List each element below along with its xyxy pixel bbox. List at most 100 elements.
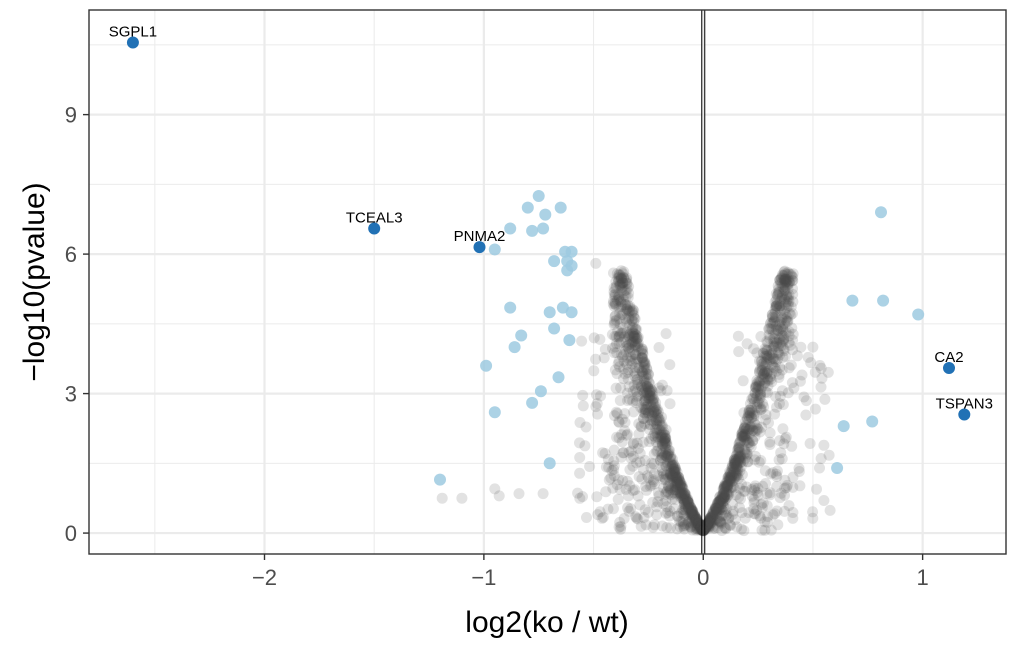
gene-point — [711, 499, 723, 511]
gene-point — [729, 455, 741, 467]
gene-point — [774, 398, 785, 410]
gene-point — [756, 380, 768, 392]
gene-point — [786, 440, 798, 452]
gene-point — [733, 441, 745, 453]
gene-point — [609, 298, 621, 310]
gene-point — [616, 413, 628, 425]
gene-point — [657, 473, 669, 485]
gene-point — [639, 392, 651, 404]
gene-point — [626, 344, 638, 356]
gene-point — [656, 421, 668, 433]
gene-point — [708, 506, 719, 518]
gene-point — [732, 330, 744, 342]
gene-point — [780, 482, 792, 494]
gene-point — [673, 472, 685, 484]
gene-point — [777, 325, 789, 337]
gene-point — [621, 283, 633, 295]
gene-point — [721, 479, 733, 491]
gene-point — [720, 485, 732, 497]
gene-point — [623, 329, 635, 341]
gene-point — [725, 472, 737, 484]
gene-point — [733, 453, 744, 465]
gene-point — [715, 494, 726, 506]
gene-point — [766, 348, 778, 360]
gene-point — [782, 316, 794, 328]
gene-point — [760, 386, 772, 398]
gene-point — [761, 335, 773, 347]
gene-point — [683, 501, 695, 513]
gene-point — [772, 280, 784, 292]
gene-point — [722, 479, 734, 491]
gene-point — [654, 414, 666, 426]
gene-point — [612, 358, 624, 370]
gene-point — [756, 365, 768, 377]
gene-point — [620, 284, 632, 296]
gene-point — [671, 481, 683, 493]
significant-gene-point — [534, 385, 547, 398]
gene-point — [640, 404, 652, 416]
gene-point — [731, 460, 743, 471]
gene-point — [698, 524, 710, 535]
gene-point — [736, 478, 747, 490]
gene-point — [698, 524, 710, 536]
gene-point — [673, 471, 685, 483]
gene-point — [669, 484, 681, 496]
gene-point — [636, 352, 648, 364]
gene-point — [786, 322, 798, 334]
y-tick-label: 3 — [65, 382, 77, 407]
gene-point — [643, 407, 654, 419]
gene-point — [618, 266, 630, 278]
gene-point — [663, 487, 675, 499]
gene-point — [615, 451, 627, 463]
gene-point — [689, 516, 701, 528]
gene-point — [786, 308, 798, 320]
gene-point — [721, 481, 733, 493]
gene-point — [719, 480, 731, 492]
gene-point — [733, 454, 745, 466]
gene-point — [778, 266, 790, 278]
gene-point — [649, 478, 661, 490]
gene-point — [755, 403, 767, 415]
gene-point — [640, 404, 651, 416]
gene-point — [678, 509, 690, 521]
gene-point — [745, 411, 757, 423]
gene-point — [787, 471, 799, 483]
gene-point — [660, 446, 672, 458]
gene-point — [734, 457, 746, 469]
gene-point — [697, 524, 709, 536]
gene-point — [719, 489, 731, 501]
gene-point — [618, 294, 629, 306]
gene-point — [579, 440, 591, 452]
gene-point — [667, 458, 679, 470]
gene-point — [737, 429, 749, 441]
gene-point — [767, 360, 779, 372]
gene-label: PNMA2 — [454, 228, 506, 245]
gene-point — [753, 375, 765, 387]
gene-point — [740, 420, 752, 431]
gene-point — [716, 510, 728, 522]
gene-point — [656, 465, 668, 477]
gene-point — [625, 335, 637, 347]
gene-point — [744, 407, 755, 419]
significant-gene-point — [543, 306, 556, 319]
gene-point — [644, 419, 656, 431]
gene-point — [704, 514, 716, 526]
gene-point — [609, 297, 621, 309]
gene-point — [621, 277, 633, 289]
gene-point — [736, 428, 748, 439]
gene-point — [648, 458, 660, 470]
gene-point — [611, 368, 623, 380]
gene-point — [733, 453, 745, 465]
gene-point — [794, 375, 806, 387]
gene-point — [763, 329, 775, 341]
gene-point — [632, 338, 643, 350]
gene-label: CA2 — [934, 349, 963, 366]
gene-point — [773, 302, 785, 313]
gene-point — [753, 380, 765, 392]
gene-point — [674, 476, 686, 488]
gene-point — [640, 398, 652, 410]
gene-point — [773, 287, 785, 298]
gene-point — [723, 486, 735, 498]
gene-point — [754, 355, 765, 367]
gene-point — [606, 329, 618, 340]
